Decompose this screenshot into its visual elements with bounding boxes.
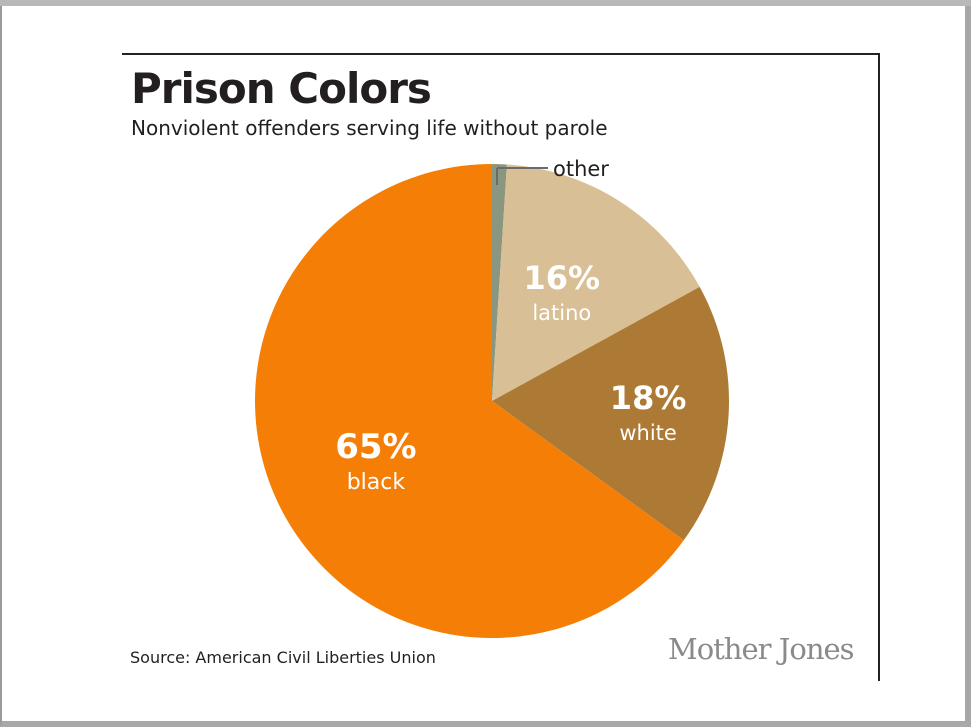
- pie-slices: [255, 164, 730, 638]
- slice-black: [255, 164, 684, 638]
- slice-latino: [492, 164, 700, 401]
- slice-other: [492, 164, 507, 401]
- source-note: Source: American Civil Liberties Union: [130, 648, 436, 667]
- slice-pct-black: 65%: [335, 427, 416, 467]
- slice-label-latino: latino: [532, 301, 591, 325]
- other-slice-label: other: [553, 157, 609, 181]
- window-top-edge: [0, 0, 971, 6]
- slice-label-white: white: [619, 421, 676, 445]
- pie-labels: 16% latino 18% white 65% black: [335, 259, 686, 495]
- mother-jones-logo: Mother Jones: [668, 632, 855, 666]
- chart-title: Prison Colors: [131, 64, 432, 113]
- slice-label-black: black: [347, 470, 406, 495]
- slice-pct-white: 18%: [610, 379, 687, 417]
- slice-white: [492, 286, 730, 541]
- chart-subtitle: Nonviolent offenders serving life withou…: [131, 116, 608, 140]
- slice-pct-latino: 16%: [524, 259, 601, 297]
